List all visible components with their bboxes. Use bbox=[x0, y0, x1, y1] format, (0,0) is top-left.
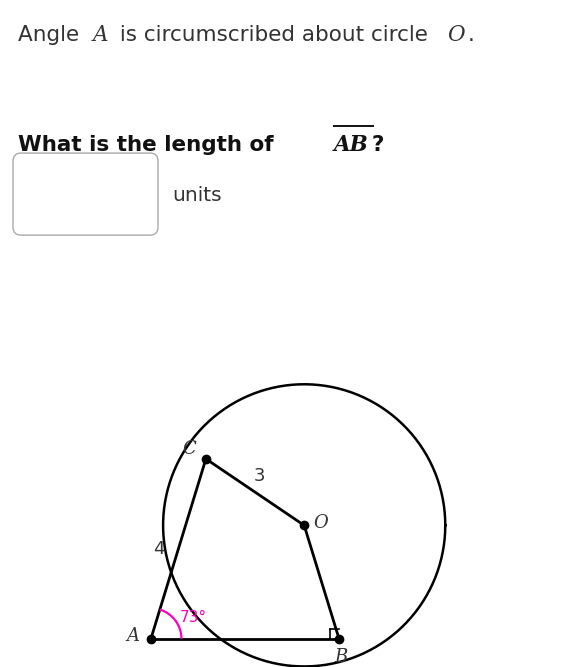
Text: O: O bbox=[447, 24, 465, 46]
Text: 4: 4 bbox=[153, 540, 165, 558]
Text: AB: AB bbox=[334, 134, 369, 156]
Text: 3: 3 bbox=[254, 467, 266, 485]
Text: A: A bbox=[93, 24, 109, 46]
Text: Angle: Angle bbox=[18, 25, 86, 45]
Text: units: units bbox=[172, 185, 221, 205]
Text: O: O bbox=[313, 514, 328, 532]
Text: ?: ? bbox=[372, 135, 384, 155]
Text: is circumscribed about circle: is circumscribed about circle bbox=[113, 25, 434, 45]
Text: .: . bbox=[468, 25, 475, 45]
Text: B: B bbox=[335, 648, 348, 666]
Text: What is the length of: What is the length of bbox=[18, 135, 281, 155]
FancyBboxPatch shape bbox=[13, 153, 158, 235]
Text: A: A bbox=[127, 628, 140, 646]
Text: 73°: 73° bbox=[180, 610, 207, 625]
Text: C: C bbox=[183, 440, 196, 458]
